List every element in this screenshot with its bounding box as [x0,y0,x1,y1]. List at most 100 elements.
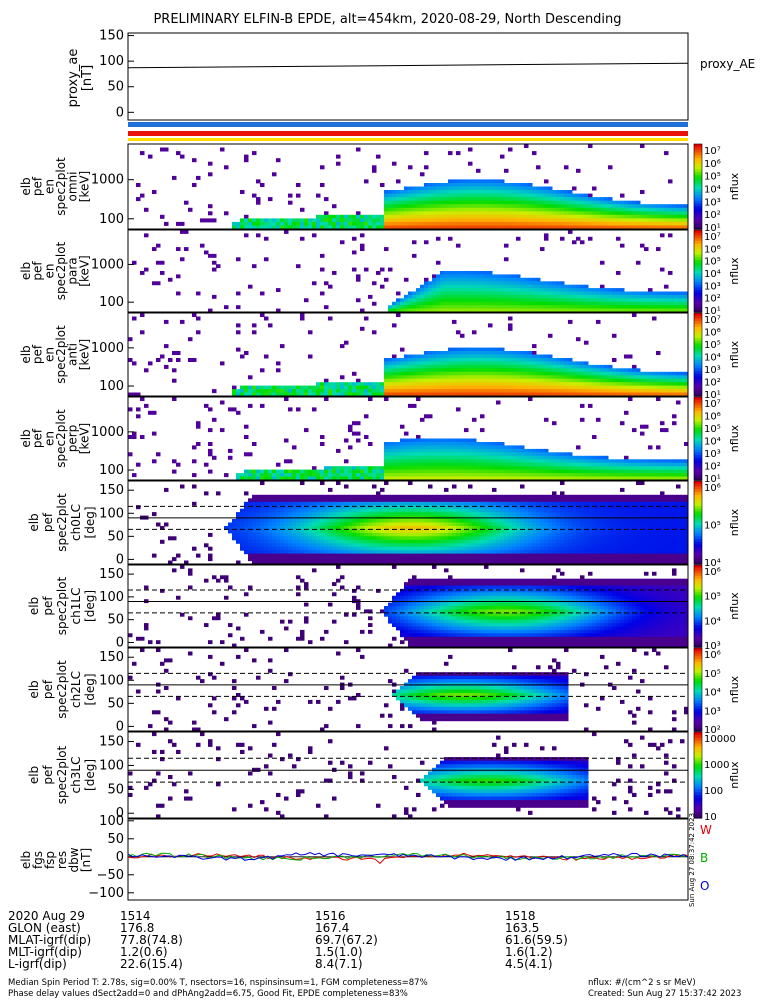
spectrogram-pixel [440,382,445,387]
spectrogram-pixel [480,361,485,366]
spectrogram-pixel [336,536,341,541]
spectrogram-pixel [612,288,617,292]
spectrogram-pixel [496,284,501,289]
spectrogram-pixel [288,407,293,412]
spectrogram-pixel [328,389,333,394]
spectrogram-pixel [564,190,569,194]
spectrogram-pixel [400,519,405,523]
spectrogram-pixel [468,274,473,279]
spectrogram-pixel [400,218,405,223]
spectrogram-pixel [384,361,389,366]
spectrogram-pixel [472,186,477,191]
colorbar-segment [694,306,702,310]
spectrogram-pixel [252,512,257,517]
spectrogram-pixel [400,368,405,373]
spectrogram-pixel [420,459,425,464]
spectrogram-pixel [448,179,453,184]
spectrogram-pixel [496,207,501,212]
spectrogram-pixel [312,505,317,510]
spectrogram-pixel [640,308,645,313]
spectrogram-pixel [408,462,413,467]
spectrogram-pixel [684,294,689,299]
spectrogram-pixel [492,358,497,362]
spectrogram-pixel [392,476,397,481]
spectrogram-pixel [632,473,637,478]
spectrogram-pixel [284,550,289,555]
spectrogram-pixel [512,221,517,226]
spectrogram-pixel [496,466,501,471]
spectrogram-pixel [592,200,597,205]
spectrogram-pixel [292,529,297,534]
spectrogram-pixel [344,543,349,548]
spectrogram-pixel [324,526,329,530]
spectrogram-pixel [552,361,557,366]
spectrogram-pixel [240,539,245,544]
spectrogram-pixel [436,351,441,355]
spectrogram-pixel [532,452,537,457]
spectrogram-pixel [520,218,525,223]
spectrogram-pixel [268,505,273,510]
spectrogram-pixel [424,291,429,296]
spectrogram-pixel [392,543,397,548]
spectrogram-pixel [508,207,513,212]
spectrogram-pixel [484,476,489,481]
spectrogram-pixel [520,186,525,191]
spectrogram-pixel [472,305,477,310]
spectrogram-pixel [396,392,401,397]
colorbar-segment [694,446,702,451]
spectrogram-pixel [408,354,413,359]
spectrogram-pixel [556,378,561,383]
spectrogram-pixel [516,193,521,198]
spectrogram-pixel [404,200,409,205]
spectrogram-pixel [532,284,537,289]
spectrogram-pixel [296,512,301,517]
spectrogram-pixel [368,218,373,223]
spectrogram-axis-label: elb [19,345,33,363]
spectrogram-pixel [512,291,517,296]
spectrogram-pixel [456,330,461,335]
colorbar-segment [694,321,702,325]
spectrogram-pixel [504,375,509,380]
spectrogram-pixel [520,385,525,390]
spectrogram-pixel [640,207,645,212]
spectrogram-pixel [604,385,609,390]
spectrogram-pixel [656,378,661,383]
spectrogram-pixel [460,448,465,453]
spectrogram-pixel [404,190,409,194]
spectrogram-pixel [456,407,461,412]
spectrogram-pixel [464,284,469,289]
spectrogram-pixel [540,281,545,286]
spectrogram-pixel [312,473,317,478]
spectrogram-pixel [560,204,565,209]
spectrogram-pixel [368,536,373,541]
spectrogram-pixel [492,378,497,383]
spectrogram-pixel [444,271,449,275]
spectrogram-pixel [468,211,473,216]
spectrogram-pixel [500,305,505,310]
spectrogram-pixel [660,382,665,387]
spectrogram-pixel [392,305,397,310]
spectrogram-pixel [520,225,525,230]
spectrogram-pixel [572,197,577,202]
spectrogram-pixel [328,473,333,478]
spectrogram-pixel [292,560,297,565]
spectrogram-pixel [356,546,361,551]
spectrogram-pixel [300,543,305,548]
spectrogram-pixel [520,211,525,216]
spectrogram-pixel [464,211,469,216]
spectrogram-pixel [684,211,689,216]
spectrogram-pixel [308,512,313,517]
spectrogram-pixel [480,298,485,303]
spectrogram-pixel [432,361,437,366]
spectrogram-pixel [412,505,417,510]
spectrogram-pixel [456,207,461,212]
spectrogram-pixel [356,221,361,226]
spectrogram-pixel [672,294,677,299]
spectrogram-pixel [600,214,605,219]
spectrogram-pixel [436,459,441,464]
spectrogram-pixel [320,253,325,258]
spectrogram-pixel [400,560,405,565]
spectrogram-pixel [312,560,317,565]
spectrogram-pixel [264,557,269,562]
spectrogram-pixel [464,277,469,282]
